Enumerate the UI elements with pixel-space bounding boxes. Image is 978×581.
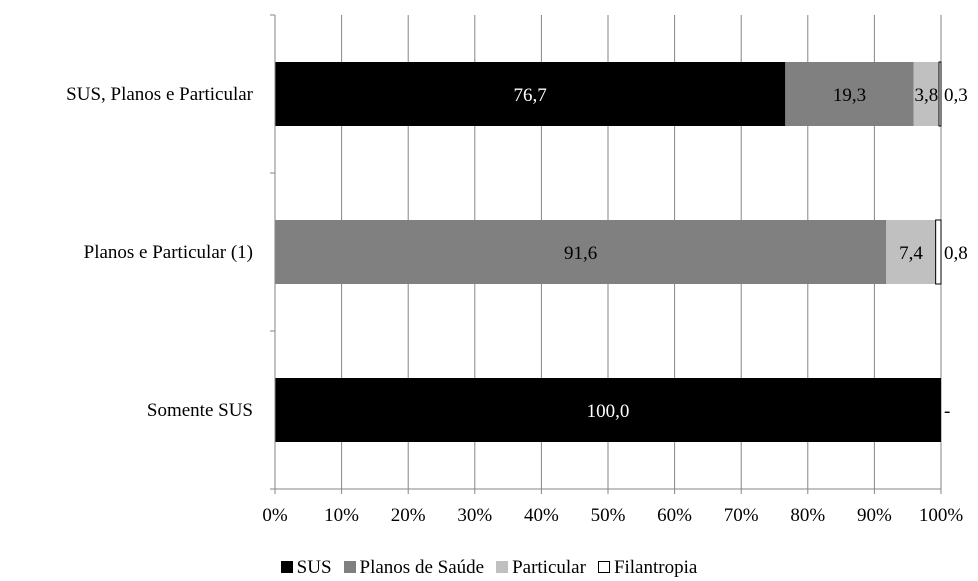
bar-segment — [913, 62, 940, 126]
legend-label: Particular — [512, 557, 586, 578]
legend-label: Filantropia — [613, 557, 698, 578]
legend-swatch — [343, 561, 356, 573]
legend-item: Particular — [496, 556, 586, 580]
legend-item: Filantropia — [597, 556, 698, 580]
data-label: 0,8 — [944, 243, 968, 264]
legend-item: Planos de Saúde — [343, 556, 485, 580]
legend: SUS Planos de Saúde Particular Filantropia — [0, 556, 978, 580]
data-label: 7,4 — [899, 243, 923, 264]
legend-label: SUS — [296, 557, 332, 578]
legend-label: Planos de Saúde — [359, 557, 485, 578]
bar-segment — [886, 220, 936, 284]
data-label: 76,7 — [514, 85, 547, 106]
data-label: - — [944, 401, 950, 422]
data-labels: 76,7 19,3 3,8 0,3 91,6 7,4 0,8 100,0 - — [514, 85, 968, 422]
x-tick-label: 60% — [657, 505, 692, 526]
x-tick-label: 80% — [790, 505, 825, 526]
x-tick-label: 90% — [857, 505, 892, 526]
bar-segment — [935, 219, 942, 285]
x-tick-label: 50% — [591, 505, 626, 526]
bar-segment — [785, 62, 914, 126]
legend-swatch — [597, 561, 610, 573]
x-tick-label: 70% — [724, 505, 759, 526]
legend-item: SUS — [280, 556, 332, 580]
y-category-label: Somente SUS — [147, 400, 253, 421]
bar-segment — [275, 378, 941, 442]
x-tick-label: 10% — [324, 505, 359, 526]
legend-swatch — [496, 561, 509, 573]
data-label: 91,6 — [564, 243, 597, 264]
x-tick-label: 40% — [524, 505, 559, 526]
bar-segment — [938, 61, 942, 127]
data-label: 0,3 — [944, 85, 968, 106]
x-tick-label: 20% — [391, 505, 426, 526]
tick-labels: 0% 10% 20% 30% 40% 50% 60% 70% 80% 90% 100% SUS, Pl… — [66, 84, 963, 526]
bars — [275, 61, 942, 442]
y-category-label: Planos e Particular (1) — [84, 242, 253, 263]
data-label: 100,0 — [587, 401, 630, 422]
bar-segment — [275, 220, 887, 284]
legend-swatch — [280, 561, 293, 573]
y-category-label: SUS, Planos e Particular — [66, 84, 253, 105]
bar-segment — [275, 62, 786, 126]
x-tick-label: 0% — [262, 505, 288, 526]
data-label: 19,3 — [833, 85, 866, 106]
axes — [270, 14, 942, 494]
x-tick-label: 30% — [457, 505, 492, 526]
x-tick-label: 100% — [919, 505, 964, 526]
data-label: 3,8 — [914, 85, 938, 106]
